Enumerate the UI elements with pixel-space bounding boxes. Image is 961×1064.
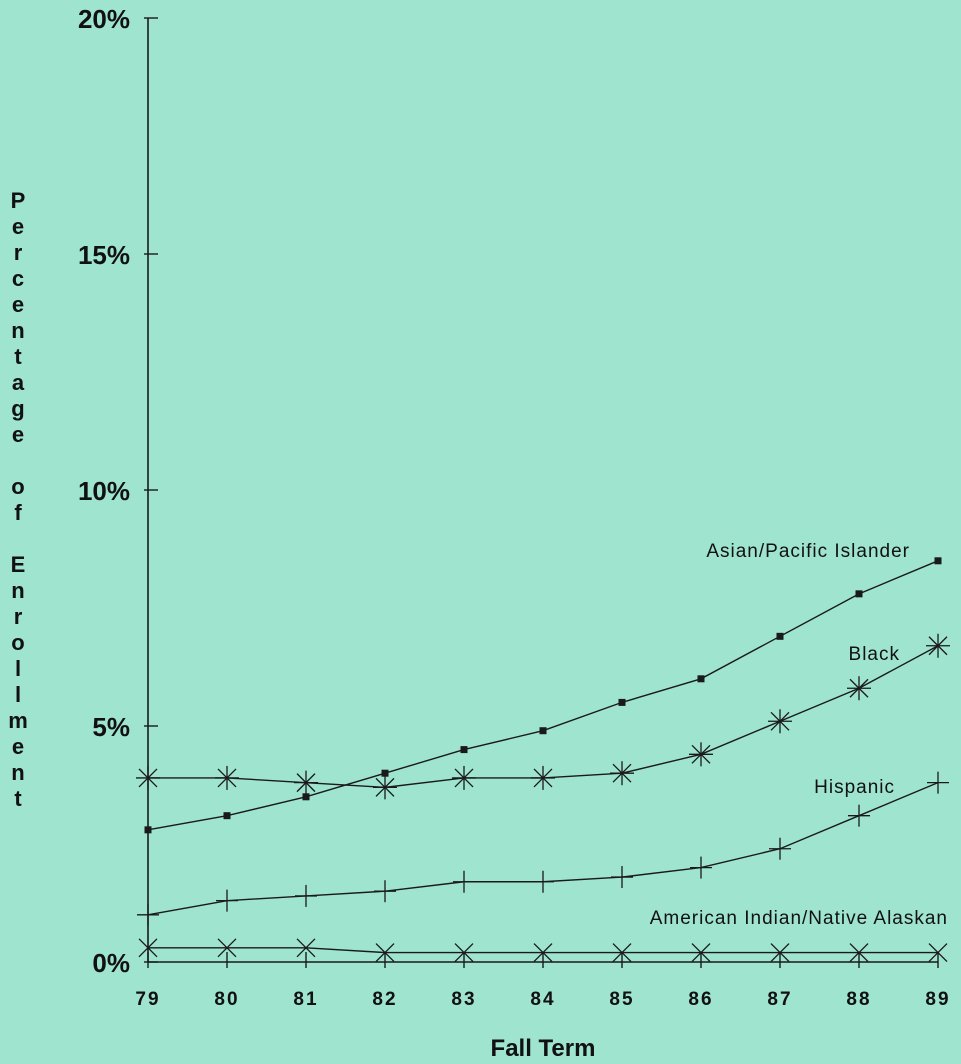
x-marker <box>691 943 711 963</box>
square-marker <box>618 698 626 706</box>
asterisk-marker <box>928 636 948 656</box>
x-marker <box>138 938 158 958</box>
x-tick-label: 81 <box>293 989 318 1010</box>
square-marker <box>855 590 863 598</box>
asterisk-marker <box>691 744 711 764</box>
square-marker <box>460 746 468 754</box>
y-tick-label: 5% <box>92 712 130 742</box>
series-asterisk: Black <box>136 633 950 800</box>
square-marker <box>144 826 152 834</box>
square-marker <box>934 557 942 565</box>
asterisk-marker <box>612 763 632 783</box>
asterisk-marker <box>217 768 237 788</box>
series-label: Hispanic <box>814 777 895 798</box>
x-tick-label: 80 <box>214 989 239 1010</box>
x-tick-label: 86 <box>688 989 713 1010</box>
x-tick-label: 84 <box>530 989 555 1010</box>
asterisk-marker <box>375 777 395 797</box>
series-plus: Hispanic <box>137 771 949 926</box>
x-marker <box>928 943 948 963</box>
asterisk-marker <box>296 773 316 793</box>
square-marker <box>223 812 231 820</box>
series-label: Asian/Pacific Islander <box>706 541 910 562</box>
square-marker <box>539 727 547 735</box>
x-marker <box>770 943 790 963</box>
x-tick-label: 87 <box>767 989 792 1010</box>
asterisk-marker <box>849 678 869 698</box>
square-marker <box>381 769 389 777</box>
series-label: American Indian/Native Alaskan <box>650 908 948 929</box>
series-square: Asian/Pacific Islander <box>144 541 942 834</box>
y-tick-label: 15% <box>78 240 130 270</box>
x-axis-title: Fall Term <box>491 1035 596 1062</box>
x-tick-label: 83 <box>451 989 476 1010</box>
asterisk-marker <box>533 768 553 788</box>
x-marker <box>533 943 553 963</box>
series-x: American Indian/Native Alaskan <box>138 908 948 963</box>
x-marker <box>454 943 474 963</box>
x-marker <box>217 938 237 958</box>
series-label: Black <box>849 644 900 665</box>
x-tick-label: 79 <box>135 989 160 1010</box>
x-tick-label: 89 <box>925 989 950 1010</box>
x-tick-label: 82 <box>372 989 397 1010</box>
y-tick-label: 20% <box>78 4 130 34</box>
x-marker <box>296 938 316 958</box>
x-marker <box>612 943 632 963</box>
x-tick-label: 88 <box>846 989 871 1010</box>
square-marker <box>776 632 784 640</box>
x-marker <box>849 943 869 963</box>
series-line <box>147 781 939 916</box>
asterisk-marker <box>454 768 474 788</box>
asterisk-marker <box>138 768 158 788</box>
y-tick-label: 10% <box>78 476 130 506</box>
x-tick-label: 85 <box>609 989 634 1010</box>
asterisk-marker <box>770 711 790 731</box>
y-tick-label: 0% <box>92 948 130 978</box>
x-marker <box>375 943 395 963</box>
square-marker <box>302 793 310 801</box>
square-marker <box>697 675 705 683</box>
